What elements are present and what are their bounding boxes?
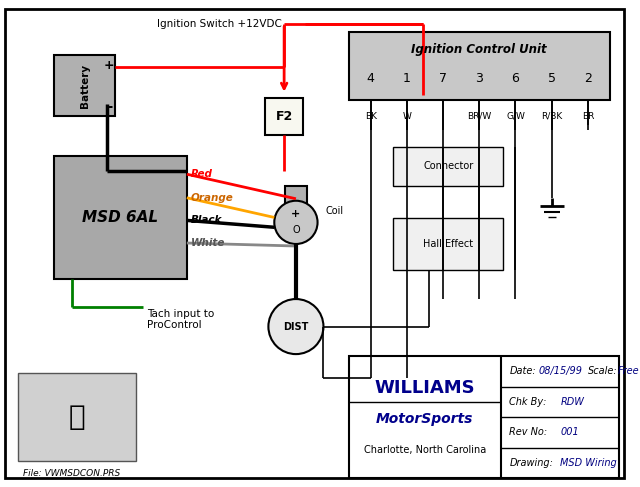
Text: Date:: Date:: [509, 366, 536, 376]
Text: WILLIAMS: WILLIAMS: [374, 378, 475, 396]
Text: 2: 2: [584, 73, 592, 85]
Text: R/BK: R/BK: [541, 112, 563, 121]
Text: +: +: [104, 58, 115, 72]
Text: Drawing:: Drawing:: [509, 458, 553, 468]
Text: White: White: [191, 238, 225, 248]
FancyBboxPatch shape: [349, 32, 609, 100]
Text: 7: 7: [439, 73, 447, 85]
Circle shape: [268, 299, 323, 354]
Text: -: -: [106, 99, 112, 114]
Text: W: W: [403, 112, 412, 121]
FancyBboxPatch shape: [54, 55, 115, 116]
Text: Ignition Control Unit: Ignition Control Unit: [412, 43, 547, 56]
Text: DIST: DIST: [284, 321, 308, 332]
Text: MSD Wiring: MSD Wiring: [561, 458, 617, 468]
Text: Scale:: Scale:: [588, 366, 618, 376]
Text: MotorSports: MotorSports: [376, 412, 474, 426]
Text: Free: Free: [618, 366, 639, 376]
Text: BR: BR: [582, 112, 594, 121]
Text: BK: BK: [365, 112, 377, 121]
FancyBboxPatch shape: [285, 186, 307, 240]
Text: Chk By:: Chk By:: [509, 397, 547, 407]
Text: 08/15/99: 08/15/99: [539, 366, 583, 376]
FancyBboxPatch shape: [266, 97, 303, 135]
Text: 001: 001: [561, 427, 579, 437]
Text: F2: F2: [275, 110, 292, 123]
Text: 4: 4: [367, 73, 374, 85]
Text: O: O: [292, 225, 300, 235]
Text: G/W: G/W: [506, 112, 525, 121]
Text: Hall Effect: Hall Effect: [423, 239, 474, 249]
Text: Black: Black: [191, 215, 222, 225]
FancyBboxPatch shape: [349, 356, 620, 478]
Text: 3: 3: [476, 73, 483, 85]
Text: Orange: Orange: [191, 193, 234, 203]
FancyBboxPatch shape: [18, 373, 136, 461]
Circle shape: [275, 201, 317, 244]
Text: 5: 5: [548, 73, 556, 85]
Text: Battery: Battery: [79, 64, 90, 108]
Text: 🚗: 🚗: [68, 403, 85, 431]
Text: 1: 1: [403, 73, 411, 85]
Text: Red: Red: [191, 169, 212, 179]
Text: 6: 6: [511, 73, 520, 85]
Text: BR/W: BR/W: [467, 112, 492, 121]
Text: MSD 6AL: MSD 6AL: [83, 210, 159, 225]
FancyBboxPatch shape: [393, 219, 504, 269]
FancyBboxPatch shape: [54, 156, 187, 280]
Text: Rev No:: Rev No:: [509, 427, 547, 437]
Text: Coil: Coil: [325, 206, 344, 216]
Text: Charlotte, North Carolina: Charlotte, North Carolina: [364, 446, 486, 455]
FancyBboxPatch shape: [393, 147, 504, 186]
Text: Connector: Connector: [423, 161, 474, 171]
Text: Tach input to
ProControl: Tach input to ProControl: [147, 309, 215, 331]
Text: Ignition Switch +12VDC: Ignition Switch +12VDC: [157, 19, 282, 29]
Text: File: VWMSDCON.PRS: File: VWMSDCON.PRS: [22, 468, 120, 478]
Text: +: +: [291, 209, 301, 220]
Text: RDW: RDW: [561, 397, 584, 407]
